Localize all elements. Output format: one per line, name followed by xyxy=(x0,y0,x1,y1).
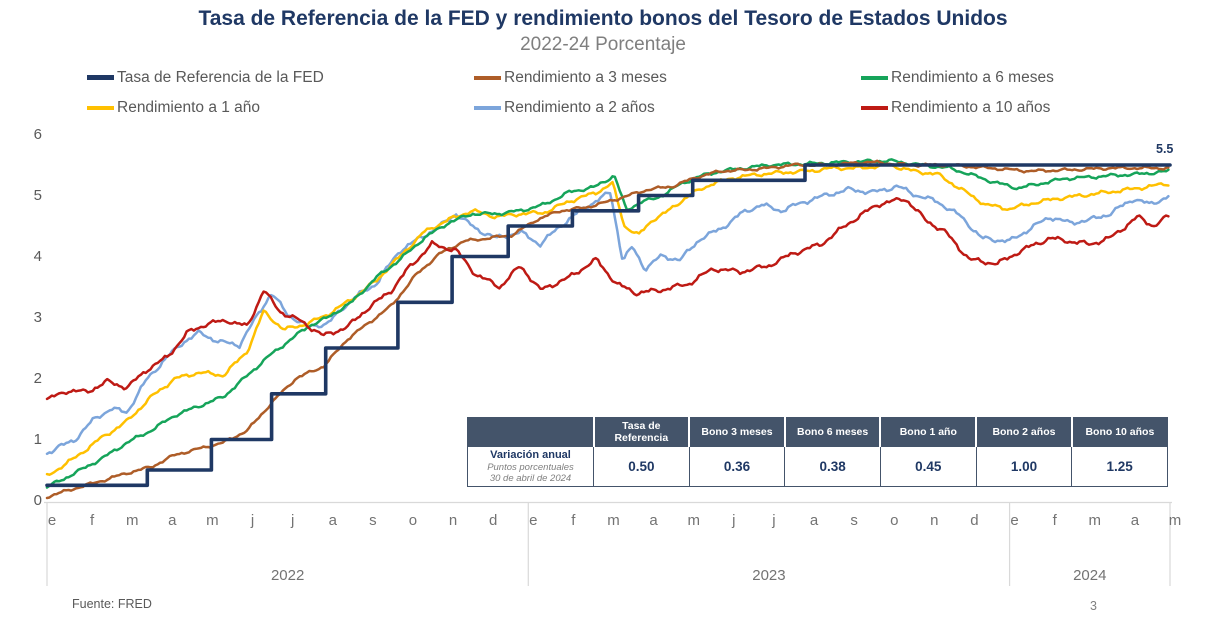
x-tick-label: n xyxy=(448,512,458,529)
y-tick-label: 3 xyxy=(33,308,42,326)
x-tick-label: a xyxy=(328,512,337,529)
table-header-bono-6-meses: Bono 6 meses xyxy=(784,417,882,447)
legend-label: Tasa de Referencia de la FED xyxy=(117,68,324,86)
series-line-0 xyxy=(45,163,1172,488)
legend-swatch-icon xyxy=(474,75,501,80)
series-end-label: 5.5 xyxy=(1156,142,1174,156)
chart-title: Tasa de Referencia de la FED y rendimien… xyxy=(198,7,1008,30)
y-tick-label: 6 xyxy=(33,125,42,143)
x-tick-label: a xyxy=(649,512,658,529)
legend-swatch-icon xyxy=(861,75,888,80)
y-tick-label: 1 xyxy=(33,430,42,448)
x-tick-label: j xyxy=(250,512,255,529)
table-header-bono-2-anos: Bono 2 años xyxy=(976,417,1073,447)
x-tick-label: s xyxy=(850,512,858,529)
series-line-4 xyxy=(45,184,1170,456)
variation-table: Tasa de Referencia Bono 3 meses Bono 6 m… xyxy=(467,417,1168,487)
table-value-bono-2-anos: 1.00 xyxy=(975,446,1073,487)
series-line-2 xyxy=(45,158,1170,489)
legend-label: Rendimiento a 6 meses xyxy=(891,68,1054,86)
legend-label: Rendimiento a 2 años xyxy=(504,98,655,116)
x-tick-label: s xyxy=(369,512,377,529)
x-tick-label: m xyxy=(1168,512,1182,529)
legend-label: Rendimiento a 1 año xyxy=(117,98,261,116)
legend: Tasa de Referencia de la FED Rendimiento … xyxy=(87,68,1167,117)
table-header-row: Tasa de Referencia Bono 3 meses Bono 6 m… xyxy=(467,417,1168,447)
series-line-3 xyxy=(45,162,1170,476)
x-tick-label: m xyxy=(1088,512,1102,529)
legend-label: Rendimiento a 3 meses xyxy=(504,68,667,86)
x-tick-label: d xyxy=(970,512,979,529)
x-tick-label: f xyxy=(1052,512,1057,529)
series-line-5 xyxy=(45,196,1170,401)
legend-item-2: Rendimiento a 6 meses xyxy=(861,68,1167,87)
x-tick-label: j xyxy=(772,512,776,529)
table-header-bono-1-ano: Bono 1 año xyxy=(880,417,978,447)
y-tick-label: 0 xyxy=(33,491,42,509)
source-note: Fuente: FRED xyxy=(72,597,152,611)
legend-swatch-icon xyxy=(861,105,888,110)
table-value-tasa-referencia: 0.50 xyxy=(593,446,690,487)
row-label-sub1: Puntos porcentuales xyxy=(487,461,574,473)
table-header-tasa-referencia: Tasa de Referencia xyxy=(593,417,691,447)
x-tick-label: m xyxy=(206,512,219,529)
legend-item-5: Rendimiento a 10 años xyxy=(861,98,1167,117)
table-header-bono-10-anos: Bono 10 años xyxy=(1071,417,1168,447)
x-tick-label: a xyxy=(168,512,177,529)
x-tick-label: a xyxy=(1130,512,1140,529)
x-tick-label: e xyxy=(529,512,538,529)
year-label: 2024 xyxy=(1073,567,1107,584)
x-tick-label: a xyxy=(809,512,819,529)
x-tick-label: m xyxy=(607,512,620,529)
x-tick-label: o xyxy=(890,512,899,529)
x-tick-label: m xyxy=(687,512,700,529)
table-corner-cell xyxy=(467,417,595,447)
x-tick-label: e xyxy=(47,512,57,529)
legend-swatch-icon xyxy=(87,105,114,110)
x-tick-label: n xyxy=(930,512,939,529)
row-label-title: Variación anual xyxy=(490,448,571,461)
y-tick-label: 2 xyxy=(33,369,42,387)
table-value-bono-3-meses: 0.36 xyxy=(688,446,786,487)
table-value-bono-1-ano: 0.45 xyxy=(879,446,977,487)
y-tick-label: 4 xyxy=(33,247,42,265)
x-tick-label: j xyxy=(732,512,736,529)
year-label: 2022 xyxy=(270,567,305,584)
table-value-bono-6-meses: 0.38 xyxy=(784,446,881,487)
legend-label: Rendimiento a 10 años xyxy=(891,98,1051,116)
table-header-bono-3-meses: Bono 3 meses xyxy=(689,417,786,447)
x-tick-label: d xyxy=(489,512,498,529)
y-tick-label: 5 xyxy=(33,186,42,204)
x-tick-label: m xyxy=(125,512,139,529)
variation-table-grid: Tasa de Referencia Bono 3 meses Bono 6 m… xyxy=(467,417,1168,487)
x-tick-label: o xyxy=(408,512,418,529)
page-number: 3 xyxy=(1090,599,1097,613)
table-row-label-cell: Variación anual Puntos porcentuales 30 d… xyxy=(467,446,594,487)
legend-item-3: Rendimiento a 1 año xyxy=(87,98,474,117)
x-tick-label: j xyxy=(290,512,295,529)
legend-swatch-icon xyxy=(87,75,114,80)
x-tick-label: f xyxy=(90,512,95,529)
row-label-sub2: 30 de abril de 2024 xyxy=(489,473,572,485)
x-tick-label: f xyxy=(571,512,576,529)
year-label: 2023 xyxy=(752,567,786,584)
legend-swatch-icon xyxy=(474,105,501,110)
table-value-bono-10-anos: 1.25 xyxy=(1071,446,1168,487)
table-row: Variación anual Puntos porcentuales 30 d… xyxy=(467,446,1168,487)
legend-item-1: Rendimiento a 3 meses xyxy=(474,68,861,87)
chart-subtitle: 2022-24 Porcentaje xyxy=(520,34,686,55)
x-tick-label: e xyxy=(1010,512,1019,529)
legend-item-4: Rendimiento a 2 años xyxy=(474,98,861,117)
legend-item-0: Tasa de Referencia de la FED xyxy=(87,68,474,87)
